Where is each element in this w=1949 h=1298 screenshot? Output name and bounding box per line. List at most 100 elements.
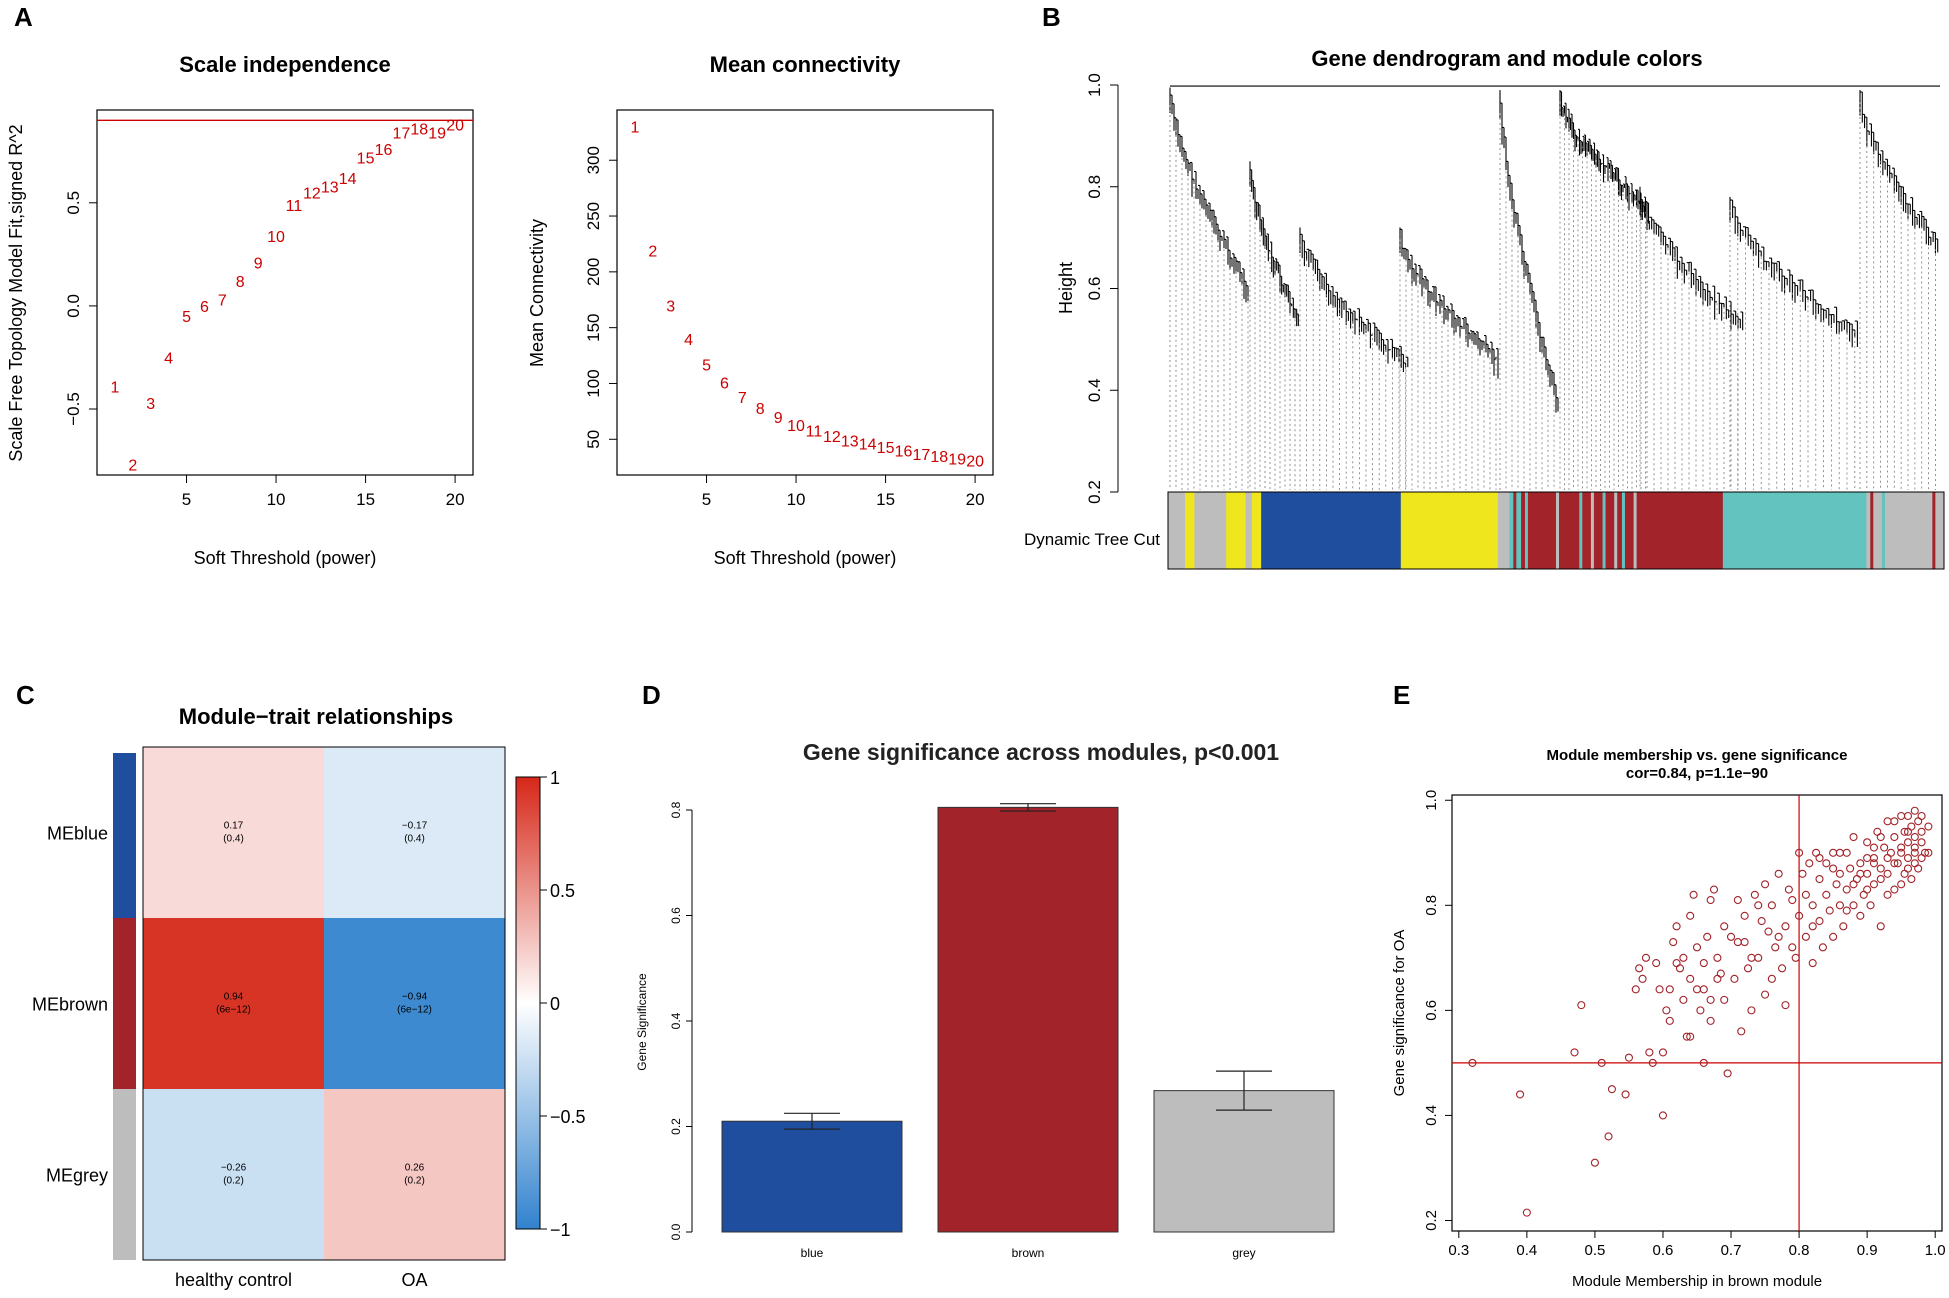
gene-point [1835,848,1844,857]
y-tick-label: 300 [584,146,603,174]
gene-point [1672,959,1681,968]
module-color-stripe [1621,492,1625,569]
mean-connectivity-ylabel: Mean Connectivity [527,219,547,367]
heatmap-frame [142,746,506,1261]
power-label-point: 5 [182,309,191,326]
power-label-point: 16 [375,142,393,159]
gene-point [1815,917,1824,926]
dendrogram-tree [1169,85,1940,490]
gene-point [1856,911,1865,920]
dendrogram-title: Gene dendrogram and module colors [1311,46,1702,71]
gene-point [1907,874,1916,884]
gene-point [1880,843,1889,852]
x-tick-label: 20 [966,490,985,509]
gene-point [1897,811,1906,821]
module-color-segment-turquoise [1722,492,1867,569]
gene-point [1689,890,1698,899]
gene-point [1869,880,1878,889]
module-color-swatch [113,918,136,1089]
gene-point [1682,1032,1691,1041]
gene-point [1624,1053,1633,1062]
dendrogram-chart: Gene dendrogram and module colors 0.2 0.4… [1024,46,1945,570]
gene-point [1883,817,1892,826]
mm-vs-gs-chart: Module membership vs. gene significance … [1391,747,1946,1290]
gene-point [1924,822,1933,831]
heatmap-cell-value: 0.26 [405,1163,425,1174]
gene-point [1577,1001,1586,1010]
module-color-segment-grey [1194,492,1227,569]
gene-point [1903,853,1913,863]
module-color-segment-brown [1633,492,1724,569]
gene-point [1597,1058,1606,1067]
gene-point [1672,922,1681,931]
heatmap-cell-value: 0.17 [224,821,244,832]
gene-point [1679,995,1688,1004]
gene-point [1740,911,1749,920]
x-tick-label: 0.5 [1584,1242,1605,1259]
gene-point [1590,1158,1599,1167]
gene-point [1920,848,1930,857]
heatmap-cell [143,747,324,918]
gene-point [1897,848,1906,857]
mm-vs-gs-xlabel: Module Membership in brown module [1572,1273,1822,1290]
x-tick-label: 0.4 [1516,1242,1537,1259]
power-label-point: 9 [254,256,263,273]
heatmap-cell-pvalue: (6e−12) [397,1005,432,1016]
gene-point [1781,922,1790,931]
gene-point [1849,832,1858,842]
power-label-point: 4 [164,350,173,367]
gene-point [1665,1016,1674,1025]
gene-point [1645,1048,1654,1057]
module-trait-title: Module−trait relationships [179,704,453,729]
x-tick-label: 20 [446,490,465,509]
y-tick-label: 0.2 [1085,480,1104,504]
gene-point [1795,848,1804,857]
gene-point [1723,1069,1732,1078]
gene-point [1818,943,1827,952]
y-tick-label: 0.0 [64,294,83,318]
gene-point [1808,959,1817,968]
gene-point [1890,832,1899,842]
mm-vs-gs-ylabel: Gene significance for OA [1391,930,1408,1097]
mean-connectivity-title: Mean connectivity [710,52,901,77]
heatmap-cell-value: −0.26 [221,1163,247,1174]
y-tick-label: 100 [584,369,603,397]
gene-point [1822,890,1831,899]
gene-point [1679,953,1688,962]
power-label-point: 12 [823,429,841,446]
gene-point [1903,811,1913,821]
power-label-point: 8 [756,401,765,418]
category-label: grey [1232,1246,1255,1260]
gene-point [1903,827,1913,836]
y-tick-label: 0.6 [669,907,683,924]
y-tick-label: 0.4 [669,1012,683,1029]
gene-point [1910,806,1919,815]
gene-point [1764,927,1773,936]
gene-point [1890,885,1899,894]
gene-point [1815,874,1824,884]
gene-point [1641,953,1651,962]
gene-point [1740,938,1749,947]
gene-point [1832,880,1841,889]
power-label-point: 13 [841,433,859,450]
module-color-stripe [1881,492,1885,569]
gene-point [1767,974,1776,983]
gene-point [1883,869,1892,878]
gene-point [1808,901,1817,910]
gene-point [1726,932,1736,941]
y-tick-label: 0.5 [64,191,83,215]
gene-point [1910,843,1919,852]
module-color-segment-yellow [1185,492,1195,569]
y-tick-label: 1.0 [1423,790,1440,811]
gene-point [1778,964,1787,973]
scale-independence-ylabel: Scale Free Topology Model Fit,signed R^2 [6,124,26,461]
x-tick-label: 0.6 [1653,1242,1674,1259]
power-label-point: 10 [267,229,285,246]
dynamic-tree-cut-label: Dynamic Tree Cut [1024,530,1160,549]
gene-point [1652,959,1661,968]
gene-point [1468,1058,1477,1067]
y-tick-label: 0.8 [1085,175,1104,199]
gene-point [1747,1006,1756,1015]
x-tick-label: 15 [876,490,895,509]
gene-point [1883,853,1892,863]
